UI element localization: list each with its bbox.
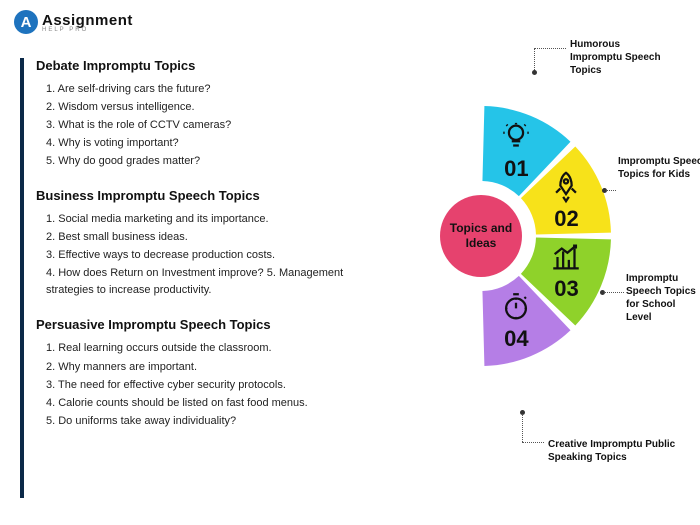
section-title: Business Impromptu Speech Topics	[36, 188, 356, 203]
bulb-icon	[499, 120, 533, 154]
center-circle: Topics and Ideas	[440, 195, 522, 277]
brand-logo: A Assignment HELP PRO	[14, 10, 133, 34]
list-item: 3. The need for effective cyber security…	[46, 377, 356, 394]
list-item: 2. Wisdom versus intelligence.	[46, 99, 356, 116]
connector-line	[522, 414, 523, 442]
list-item: 1. Social media marketing and its import…	[46, 211, 356, 228]
topics-column: Debate Impromptu Topics 1. Are self-driv…	[36, 58, 356, 448]
list-item: 5. Do uniforms take away individuality?	[46, 413, 356, 430]
segment-number: 04	[504, 326, 528, 352]
callout-01: Humorous Impromptu Speech Topics	[570, 38, 670, 77]
list-item: 4. How does Return on Investment improve…	[46, 265, 356, 299]
section-title: Persuasive Impromptu Speech Topics	[36, 317, 356, 332]
center-label: Topics and Ideas	[440, 221, 522, 251]
topic-list: 1. Social media marketing and its import…	[36, 211, 356, 299]
connector-line	[534, 48, 535, 70]
list-item: 5. Why do good grades matter?	[46, 153, 356, 170]
connector-line	[534, 48, 566, 49]
list-item: 2. Why manners are important.	[46, 359, 356, 376]
list-item: 2. Best small business ideas.	[46, 229, 356, 246]
timer-icon	[499, 290, 533, 324]
callout-04: Creative Impromptu Public Speaking Topic…	[548, 438, 688, 464]
section-title: Debate Impromptu Topics	[36, 58, 356, 73]
callout-03: Impromptu Speech Topics for School Level	[626, 272, 696, 324]
connector-line	[606, 190, 616, 191]
segment-04: 04	[468, 273, 564, 369]
list-item: 1. Real learning occurs outside the clas…	[46, 340, 356, 357]
accent-bar	[20, 58, 24, 498]
rocket-icon	[549, 170, 583, 204]
list-item: 1. Are self-driving cars the future?	[46, 81, 356, 98]
logo-badge: A	[14, 10, 38, 34]
topic-list: 1. Are self-driving cars the future?2. W…	[36, 81, 356, 170]
list-item: 4. Calorie counts should be listed on fa…	[46, 395, 356, 412]
topic-list: 1. Real learning occurs outside the clas…	[36, 340, 356, 429]
callout-02: Impromptu Speech Topics for Kids	[618, 155, 700, 181]
chart-icon	[549, 240, 583, 274]
radial-diagram: Topics and Ideas 01 02 03 04 Humorous Im…	[370, 40, 700, 500]
list-item: 3. What is the role of CCTV cameras?	[46, 117, 356, 134]
list-item: 4. Why is voting important?	[46, 135, 356, 152]
logo-text-wrap: Assignment HELP PRO	[42, 12, 133, 33]
logo-text: Assignment	[42, 12, 133, 29]
connector-line	[604, 292, 624, 293]
connector-line	[522, 442, 544, 443]
connector-dot	[532, 70, 537, 75]
list-item: 3. Effective ways to decrease production…	[46, 247, 356, 264]
